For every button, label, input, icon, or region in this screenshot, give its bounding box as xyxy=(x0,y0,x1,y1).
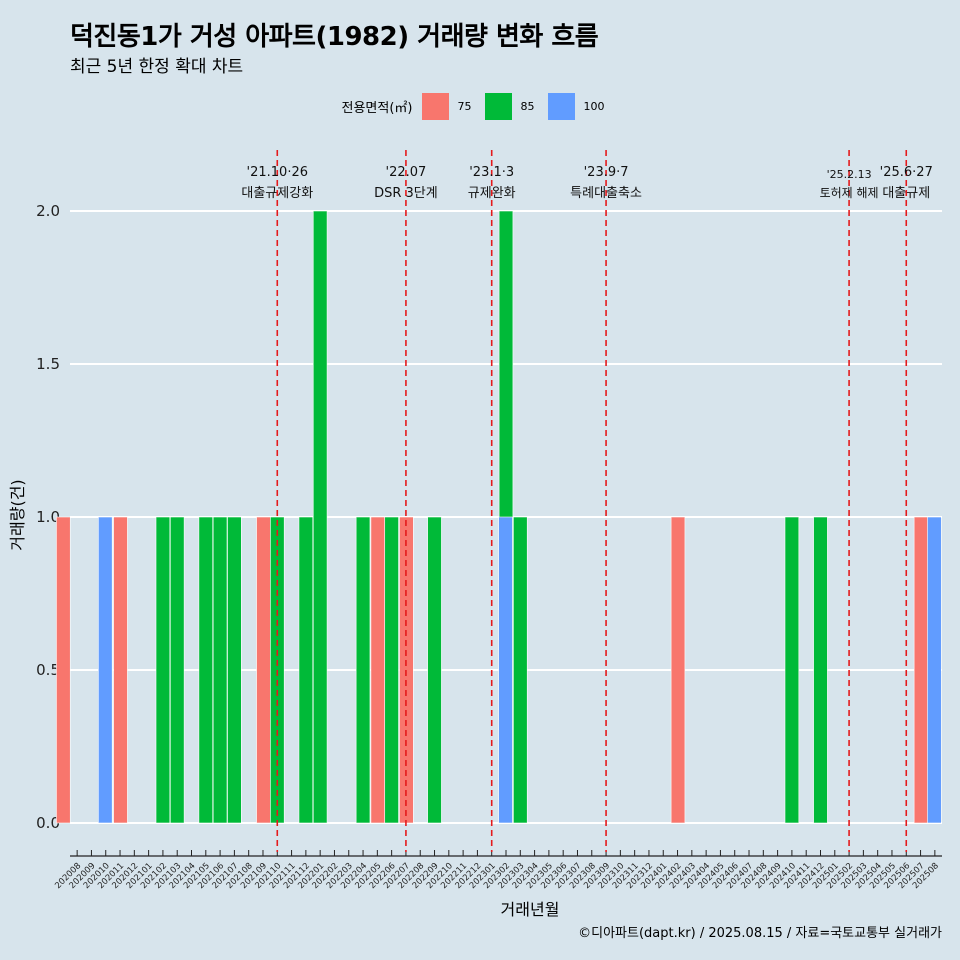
event-label: 규제완화 xyxy=(468,186,516,201)
bar xyxy=(927,516,942,824)
bar xyxy=(256,516,271,824)
event-date: '25.2.13 xyxy=(827,168,872,181)
legend: 전용면적(㎡) 75 85 100 xyxy=(0,93,960,120)
legend-title: 전용면적(㎡) xyxy=(341,101,413,116)
bar xyxy=(198,516,214,824)
bar xyxy=(98,516,113,824)
bar xyxy=(113,516,128,824)
bar xyxy=(813,516,828,824)
x-axis-label: 거래년월 xyxy=(500,900,560,919)
event-label: 대출규제 xyxy=(882,186,930,201)
bar xyxy=(298,516,314,824)
legend-label-100: 100 xyxy=(583,100,605,113)
bar xyxy=(170,516,185,824)
y-tick-label: 2.0 xyxy=(36,202,60,220)
event-date: '21.10·26 xyxy=(247,165,308,180)
bar xyxy=(212,516,228,824)
bar xyxy=(427,516,442,824)
bar xyxy=(155,516,171,824)
legend-item-75: 75 xyxy=(422,93,473,120)
bar xyxy=(370,516,386,824)
legend-item-85: 85 xyxy=(485,93,536,120)
bar xyxy=(513,516,528,824)
event-label: 특례대출축소 xyxy=(570,186,642,201)
bar xyxy=(355,516,371,824)
event-label: DSR 3단계 xyxy=(374,186,438,201)
event-label: 토허제 해제 xyxy=(820,186,879,200)
bar xyxy=(384,516,399,824)
legend-item-100: 100 xyxy=(548,93,606,120)
bar xyxy=(784,516,800,824)
event-date: '23.9·7 xyxy=(584,165,629,180)
bar xyxy=(312,210,328,824)
legend-swatch-85 xyxy=(485,93,513,120)
legend-label-75: 75 xyxy=(457,100,472,113)
bar xyxy=(56,516,71,824)
y-tick-label: 0.5 xyxy=(36,661,60,679)
y-tick-label: 1.5 xyxy=(36,355,60,373)
y-tick-label: 1.0 xyxy=(36,508,60,526)
bar xyxy=(670,516,686,824)
chart-title: 덕진동1가 거성 아파트(1982) 거래량 변화 흐름 xyxy=(70,22,599,52)
y-tick-label: 0.0 xyxy=(36,814,60,832)
bar xyxy=(498,516,513,824)
y-axis-label: 거래량(건) xyxy=(8,479,27,551)
event-date: '25.6·27 xyxy=(880,165,933,180)
legend-label-85: 85 xyxy=(520,100,535,113)
legend-swatch-75 xyxy=(422,93,450,120)
event-date: '23.1·3 xyxy=(469,165,514,180)
bar xyxy=(913,516,929,824)
legend-swatch-100 xyxy=(548,93,576,120)
event-label: 대출규제강화 xyxy=(241,186,313,201)
caption: ©디아파트(dapt.kr) / 2025.08.15 / 자료=국토교통부 실… xyxy=(578,926,942,941)
event-date: '22.07 xyxy=(386,165,427,180)
chart-subtitle: 최근 5년 한정 확대 차트 xyxy=(70,57,244,77)
bar xyxy=(227,516,242,824)
